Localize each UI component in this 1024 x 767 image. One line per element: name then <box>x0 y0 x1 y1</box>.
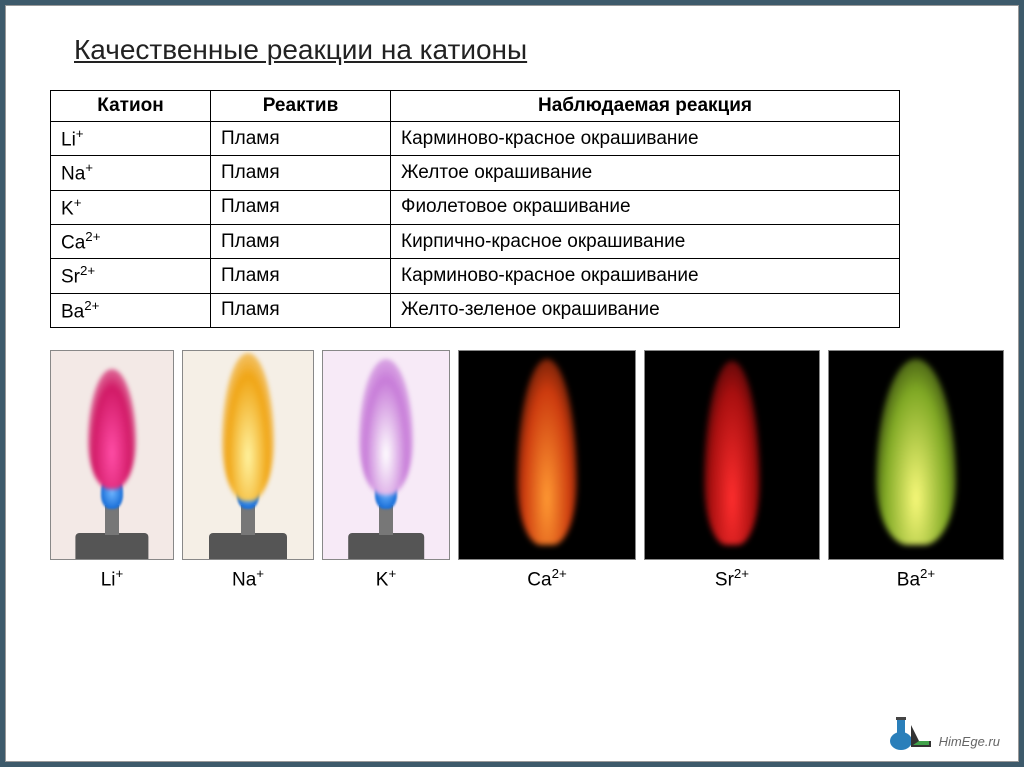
flame-card: K+ <box>322 350 450 591</box>
table-row: K+ПламяФиолетовое окрашивание <box>51 190 900 224</box>
slide: Качественные реакции на катионы Катион Р… <box>5 5 1019 762</box>
cell-cation: K+ <box>51 190 211 224</box>
page-title: Качественные реакции на катионы <box>74 34 978 66</box>
table-header-row: Катион Реактив Наблюдаемая реакция <box>51 91 900 122</box>
cell-reagent: Пламя <box>211 293 391 327</box>
watermark-text: HimEge.ru <box>939 734 1000 749</box>
col-reaction: Наблюдаемая реакция <box>391 91 900 122</box>
flame-image <box>50 350 174 560</box>
flame-label: Na+ <box>232 566 264 591</box>
flame-card: Ba2+ <box>828 350 1004 591</box>
table-row: Ba2+ПламяЖелто-зеленое окрашивание <box>51 293 900 327</box>
cell-cation: Ba2+ <box>51 293 211 327</box>
flame-card: Li+ <box>50 350 174 591</box>
reactions-table: Катион Реактив Наблюдаемая реакция Li+Пл… <box>50 90 900 328</box>
flame-image <box>644 350 820 560</box>
flame-image <box>828 350 1004 560</box>
cell-reaction: Желтое окрашивание <box>391 156 900 190</box>
cell-reagent: Пламя <box>211 122 391 156</box>
flame-card: Sr2+ <box>644 350 820 591</box>
flame-label: Ca2+ <box>527 566 566 591</box>
flame-card: Ca2+ <box>458 350 636 591</box>
flame-label: Sr2+ <box>715 566 749 591</box>
watermark: HimEge.ru <box>887 711 1000 751</box>
cell-cation: Sr2+ <box>51 259 211 293</box>
cell-reagent: Пламя <box>211 190 391 224</box>
table-row: Li+ПламяКарминово-красное окрашивание <box>51 122 900 156</box>
cell-reaction: Фиолетовое окрашивание <box>391 190 900 224</box>
cell-cation: Na+ <box>51 156 211 190</box>
flame-images-row: Li+ Na+ K+ Ca2+ Sr2+ Ba2+ <box>50 350 978 591</box>
flame-image <box>458 350 636 560</box>
cell-reagent: Пламя <box>211 224 391 258</box>
flame-image <box>322 350 450 560</box>
table-row: Na+ПламяЖелтое окрашивание <box>51 156 900 190</box>
flame-label: K+ <box>376 566 396 591</box>
cell-reaction: Кирпично-красное окрашивание <box>391 224 900 258</box>
flask-icon <box>887 711 933 751</box>
cell-reaction: Карминово-красное окрашивание <box>391 259 900 293</box>
flame-label: Ba2+ <box>897 566 935 591</box>
cell-reagent: Пламя <box>211 259 391 293</box>
col-cation: Катион <box>51 91 211 122</box>
cell-cation: Ca2+ <box>51 224 211 258</box>
cell-reagent: Пламя <box>211 156 391 190</box>
table-row: Ca2+ПламяКирпично-красное окрашивание <box>51 224 900 258</box>
flame-card: Na+ <box>182 350 314 591</box>
cell-reaction: Карминово-красное окрашивание <box>391 122 900 156</box>
cell-reaction: Желто-зеленое окрашивание <box>391 293 900 327</box>
col-reagent: Реактив <box>211 91 391 122</box>
flame-label: Li+ <box>101 566 124 591</box>
table-row: Sr2+ПламяКарминово-красное окрашивание <box>51 259 900 293</box>
cell-cation: Li+ <box>51 122 211 156</box>
flame-image <box>182 350 314 560</box>
